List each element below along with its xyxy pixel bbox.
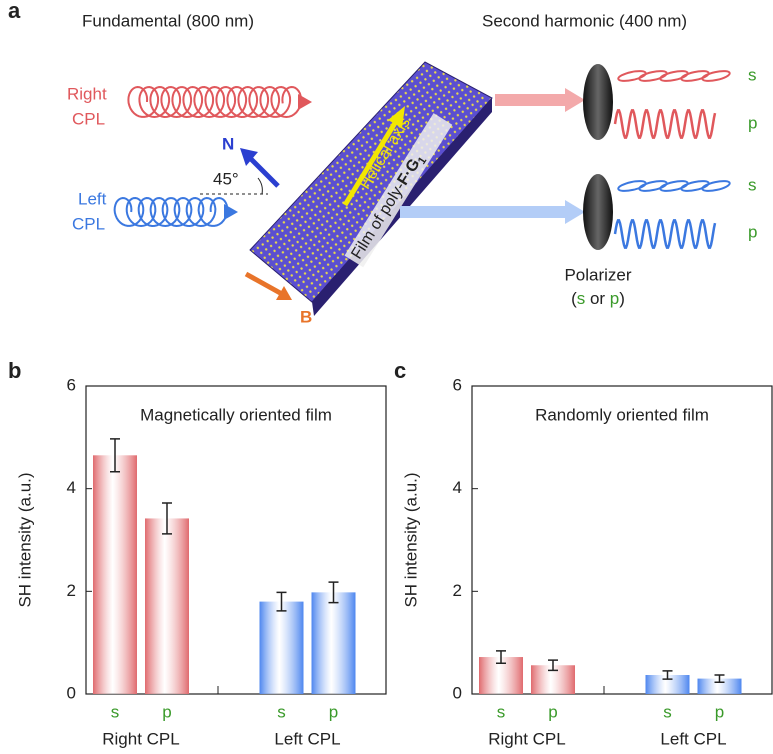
panel-label: b (8, 358, 21, 383)
cpl-beam (113, 196, 229, 228)
bar (311, 592, 356, 694)
x-tick-label: s (663, 702, 672, 721)
sh-label: Second harmonic (400 nm) (482, 11, 687, 30)
y-axis-label: SH intensity (a.u.) (15, 472, 34, 607)
y-tick-label: 6 (67, 375, 76, 394)
plot-frame (85, 385, 387, 695)
angle-label: 45° (213, 169, 239, 188)
panel-label: c (394, 358, 406, 383)
y-tick-label: 2 (453, 581, 462, 600)
x-tick-label: p (162, 702, 171, 721)
sh-wave (613, 109, 717, 139)
right-cpl-label: Right (67, 84, 107, 103)
normal-label: N (222, 134, 234, 153)
left-cpl-label: Left (78, 189, 107, 208)
bar (145, 518, 189, 694)
plot-frame (471, 385, 773, 695)
sh-ellipse (701, 70, 731, 82)
group-label: Left CPL (660, 729, 726, 748)
bar (93, 455, 137, 694)
arrowhead (298, 94, 312, 110)
output-label: p (748, 113, 757, 132)
field-label: B (300, 307, 312, 326)
arrowhead (224, 204, 238, 220)
y-axis-label: SH intensity (a.u.) (401, 472, 420, 607)
arrowhead (388, 106, 405, 128)
angle-arc (257, 177, 263, 195)
film-subscript: 1 (416, 155, 429, 167)
cpl-beam (127, 85, 303, 119)
error-bar (162, 502, 172, 535)
output-label: p (748, 222, 757, 241)
p-option: p (610, 289, 619, 308)
normal-arrow (246, 154, 280, 188)
y-tick-label: 0 (67, 683, 76, 702)
polarizer (583, 64, 613, 140)
right-cpl-label: CPL (72, 109, 105, 128)
s-option: s (577, 289, 586, 308)
error-bar (548, 659, 558, 672)
paren: ( (571, 289, 577, 308)
polarizer (583, 174, 613, 250)
arrowhead (565, 200, 585, 224)
error-bar (496, 650, 506, 664)
bar (645, 675, 690, 694)
y-tick-label: 4 (67, 478, 76, 497)
arrowhead (565, 88, 585, 112)
y-tick-label: 2 (67, 581, 76, 600)
beams (113, 70, 731, 249)
fundamental-label: Fundamental (800 nm) (82, 11, 254, 30)
x-tick-label: p (715, 702, 724, 721)
x-tick-label: p (548, 702, 557, 721)
paren: ) (619, 289, 625, 308)
bar (697, 678, 742, 694)
group-label: Right CPL (488, 729, 565, 748)
panel-label: a (8, 0, 21, 23)
sh-wave (613, 219, 717, 249)
error-bar (276, 591, 287, 612)
arrowhead (240, 148, 258, 166)
error-bar (328, 581, 339, 604)
x-tick-label: s (497, 702, 506, 721)
x-tick-label: s (111, 702, 120, 721)
bar (259, 601, 304, 694)
y-tick-label: 4 (453, 478, 462, 497)
group-label: Left CPL (274, 729, 340, 748)
left-cpl-label: CPL (72, 214, 105, 233)
output-label: s (748, 175, 757, 194)
chart-title: Randomly oriented film (535, 405, 709, 424)
sh-beam (495, 94, 565, 106)
helical-axis-arrow (342, 116, 401, 207)
y-tick-label: 0 (453, 683, 462, 702)
chart-title: Magnetically oriented film (140, 405, 332, 424)
polarizer-choice: (s or p) (571, 289, 625, 308)
sh-ellipse (701, 180, 731, 192)
x-tick-label: s (277, 702, 286, 721)
x-tick-label: p (329, 702, 338, 721)
sh-beam (400, 206, 565, 218)
error-bar (662, 670, 673, 680)
polarizer-label: Polarizer (564, 265, 631, 284)
field-arrow (244, 271, 284, 297)
error-bar (714, 674, 725, 683)
arrowhead (276, 286, 292, 300)
output-label: s (748, 65, 757, 84)
y-tick-label: 6 (453, 375, 462, 394)
group-label: Right CPL (102, 729, 179, 748)
error-bar (110, 438, 120, 473)
or: or (585, 289, 610, 308)
